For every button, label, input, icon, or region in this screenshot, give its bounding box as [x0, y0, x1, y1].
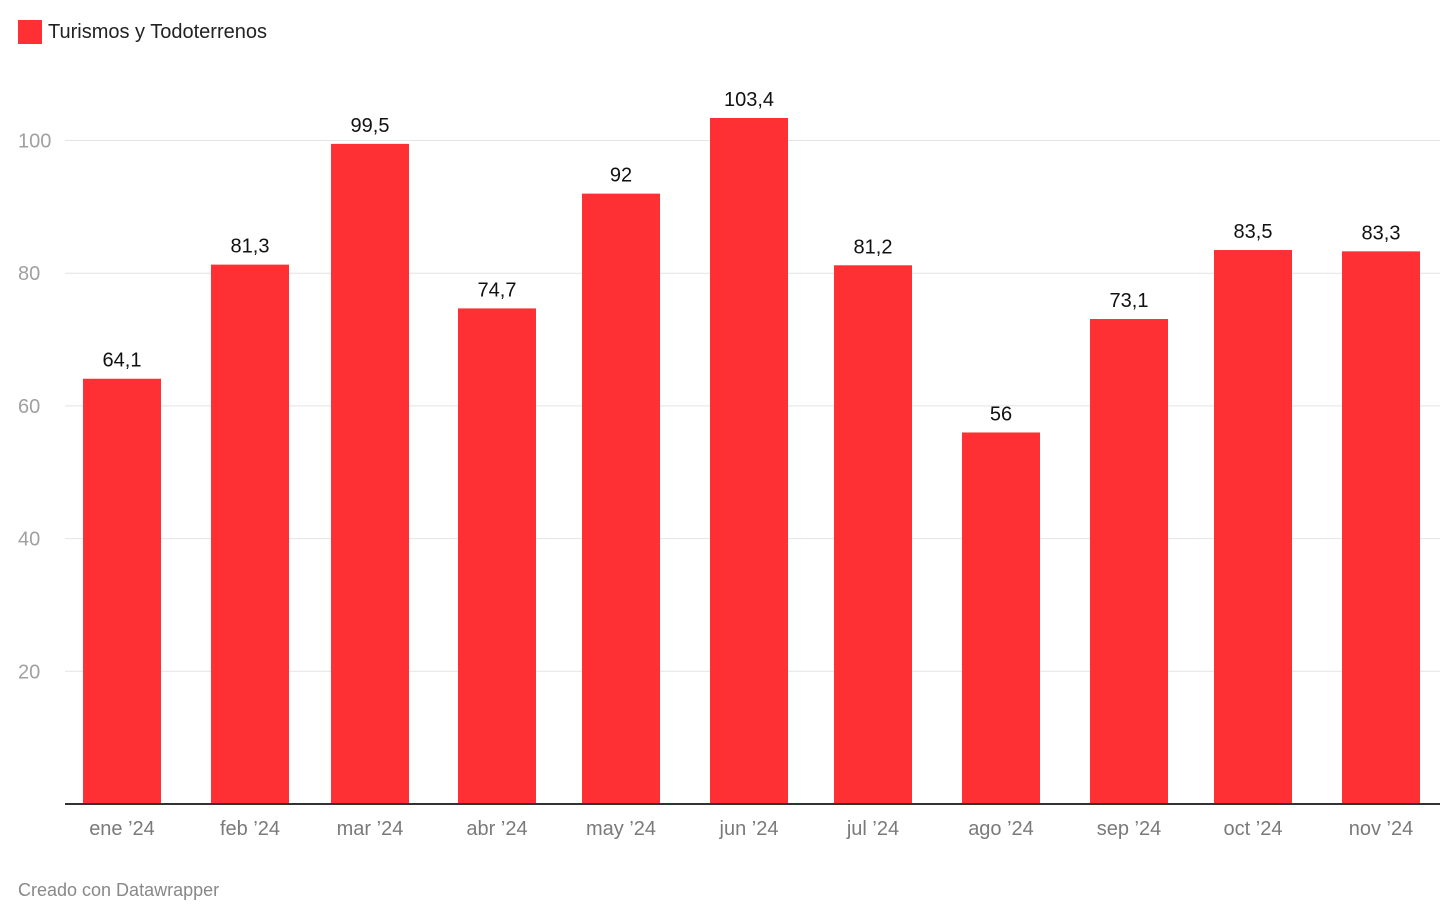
x-tick-label: feb ’24 [220, 818, 280, 840]
data-label: 83,3 [1362, 222, 1401, 244]
x-tick-label: ene ’24 [89, 818, 155, 840]
x-tick-label: nov ’24 [1349, 818, 1414, 840]
y-tick-label: 40 [18, 529, 40, 551]
data-label: 74,7 [478, 279, 517, 301]
y-tick-label: 20 [18, 661, 40, 683]
bar [331, 143, 409, 804]
bar [83, 378, 161, 804]
y-tick-label: 60 [18, 396, 40, 418]
x-tick-label: oct ’24 [1224, 818, 1283, 840]
x-tick-label: jul ’24 [846, 818, 899, 840]
bar [834, 265, 912, 805]
x-tick-label: sep ’24 [1097, 818, 1162, 840]
x-tick-label: jun ’24 [719, 818, 779, 840]
x-tick-label: ago ’24 [968, 818, 1034, 840]
data-label: 56 [990, 403, 1012, 425]
bar [1090, 319, 1168, 804]
data-label: 83,5 [1234, 221, 1273, 243]
bar [211, 264, 289, 805]
legend-swatch [18, 20, 42, 44]
x-tick-label: abr ’24 [466, 818, 527, 840]
data-label: 81,3 [231, 236, 270, 258]
x-tick-label: may ’24 [586, 818, 656, 840]
x-tick-label: mar ’24 [337, 818, 404, 840]
y-tick-label: 100 [18, 131, 51, 153]
bar [1342, 251, 1420, 804]
y-tick-label: 80 [18, 263, 40, 285]
legend: Turismos y Todoterrenos [18, 20, 267, 44]
data-label: 81,2 [854, 236, 893, 258]
data-label: 73,1 [1110, 290, 1149, 312]
bar [582, 193, 660, 804]
credit-footer: Creado con Datawrapper [18, 880, 220, 900]
data-label: 64,1 [103, 350, 142, 372]
bar [1214, 250, 1292, 804]
data-label: 92 [610, 165, 632, 187]
bar [710, 118, 788, 804]
bar [962, 432, 1040, 804]
legend-label: Turismos y Todoterrenos [48, 20, 267, 43]
bar [458, 308, 536, 804]
data-label: 103,4 [724, 89, 774, 111]
data-label: 99,5 [351, 115, 390, 137]
